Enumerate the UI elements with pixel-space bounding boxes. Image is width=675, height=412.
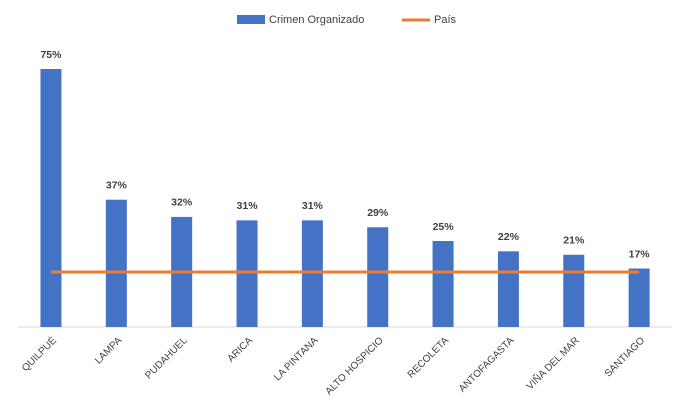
x-tick-label: RECOLETA [406, 335, 452, 381]
x-tick-label: LA PINTANA [272, 335, 320, 383]
data-label: 37% [106, 180, 128, 192]
x-tick-label: LAMPA [93, 335, 124, 366]
data-label: 17% [629, 248, 651, 260]
data-label: 25% [433, 221, 455, 233]
x-tick-label: ALTO HOSPICIO [324, 335, 386, 397]
data-label: 75% [40, 49, 62, 61]
bar [628, 268, 650, 327]
data-label: 32% [171, 197, 193, 209]
bar [236, 220, 258, 327]
bar [563, 254, 585, 327]
bar [105, 199, 127, 327]
data-label: 31% [302, 200, 324, 212]
legend-label: Crimen Organizado [269, 14, 364, 26]
x-tick-label: PUDAHUEL [143, 335, 190, 382]
bar [497, 251, 519, 327]
data-label: 31% [237, 200, 259, 212]
data-label: 21% [563, 235, 585, 247]
x-tick-label: VIÑA DEL MAR [523, 334, 581, 392]
legend-swatch [237, 15, 265, 24]
x-tick-label: SANTIAGO [603, 335, 647, 379]
x-tick-label: ARICA [226, 335, 256, 365]
x-tick-label: ANTOFAGASTA [457, 335, 517, 395]
data-label: 22% [498, 231, 520, 243]
bar [367, 227, 389, 327]
x-tick-label: QUILPUÉ [19, 334, 59, 374]
legend-label: País [434, 14, 457, 26]
bar [432, 241, 454, 327]
data-label: 29% [367, 207, 389, 219]
bar [301, 220, 323, 327]
bar [40, 69, 62, 327]
